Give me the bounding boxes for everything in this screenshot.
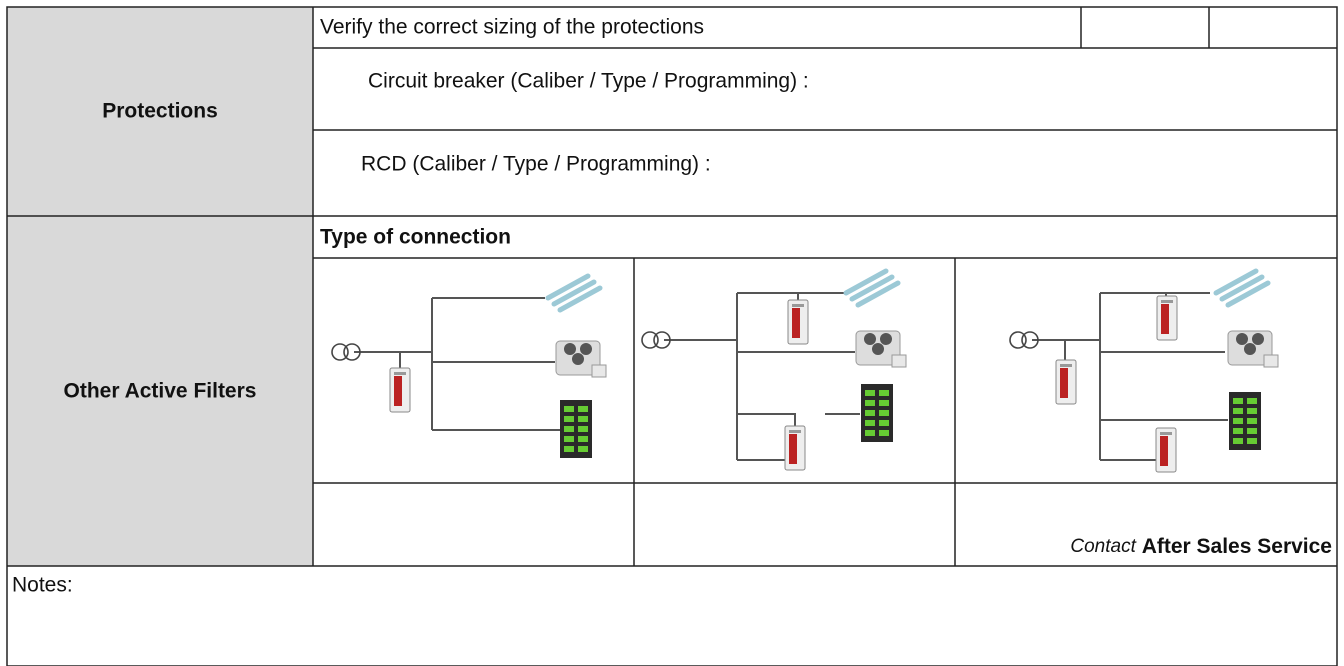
notes-label: Notes: — [12, 574, 73, 597]
field-label: Circuit breaker (Caliber / Type / Progra… — [368, 70, 809, 93]
section-heading: Type of connection — [320, 226, 511, 249]
table-grid — [6, 6, 1338, 666]
check-text: Verify the correct sizing of the protect… — [320, 16, 704, 39]
row-label: Protections — [102, 100, 218, 123]
connection-diagram — [641, 271, 907, 471]
field-label: RCD (Caliber / Type / Programming) : — [361, 153, 711, 176]
label-cell — [7, 216, 313, 566]
row-label: Other Active Filters — [64, 380, 257, 403]
connection-diagram — [331, 276, 607, 458]
contact-note: Contact After Sales Service — [1070, 535, 1332, 558]
contact-service: After Sales Service — [1142, 535, 1332, 558]
label-cell — [7, 7, 313, 216]
connection-diagram — [1009, 271, 1279, 473]
contact-prefix: Contact — [1070, 536, 1136, 557]
